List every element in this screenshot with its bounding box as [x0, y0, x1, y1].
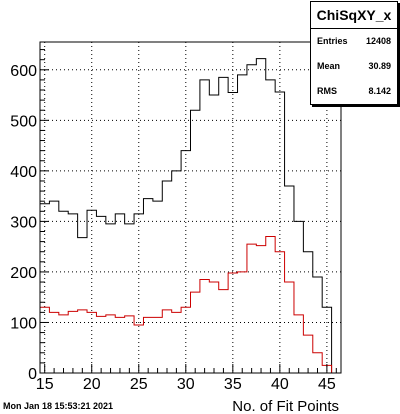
stats-box: ChiSqXY_x Entries 12408 Mean 30.89 RMS 8… — [310, 1, 398, 105]
stats-mean-label: Mean — [317, 61, 341, 71]
x-tick-label: 45 — [318, 376, 336, 393]
grid-lines — [40, 42, 341, 374]
stats-entries-value: 12408 — [365, 36, 391, 46]
stats-mean-value: 30.89 — [368, 61, 391, 71]
x-tick-label: 30 — [177, 376, 195, 393]
x-axis-title: No. of Fit Points — [232, 398, 339, 414]
x-tick-label: 20 — [83, 376, 101, 393]
y-tick-label: 500 — [10, 113, 37, 130]
series-layer — [40, 58, 341, 374]
y-tick-label: 200 — [10, 265, 37, 282]
x-tick-label: 15 — [36, 376, 54, 393]
stats-title: ChiSqXY_x — [311, 2, 397, 29]
stats-rms-label: RMS — [317, 86, 337, 96]
stats-row-entries: Entries 12408 — [311, 29, 397, 54]
x-tick-label: 40 — [271, 376, 289, 393]
axes: 15 20 25 30 35 40 45 0 100 200 300 400 500 600 — [10, 49, 337, 393]
y-tick-label: 600 — [10, 63, 37, 80]
y-tick-label: 300 — [10, 214, 37, 231]
x-tick-label: 25 — [130, 376, 148, 393]
timestamp-label: Mon Jan 18 15:53:21 2021 — [3, 401, 113, 411]
series-line-0 — [40, 58, 341, 374]
y-tick-label: 0 — [28, 366, 37, 383]
stats-row-mean: Mean 30.89 — [311, 54, 397, 79]
stats-rms-value: 8.142 — [368, 86, 391, 96]
series-line-1 — [40, 236, 341, 374]
y-tick-label: 400 — [10, 164, 37, 181]
x-tick-label: 35 — [224, 376, 242, 393]
stats-entries-label: Entries — [317, 36, 348, 46]
y-tick-label: 100 — [10, 315, 37, 332]
plot-frame — [39, 41, 342, 374]
stats-row-rms: RMS 8.142 — [311, 79, 397, 104]
